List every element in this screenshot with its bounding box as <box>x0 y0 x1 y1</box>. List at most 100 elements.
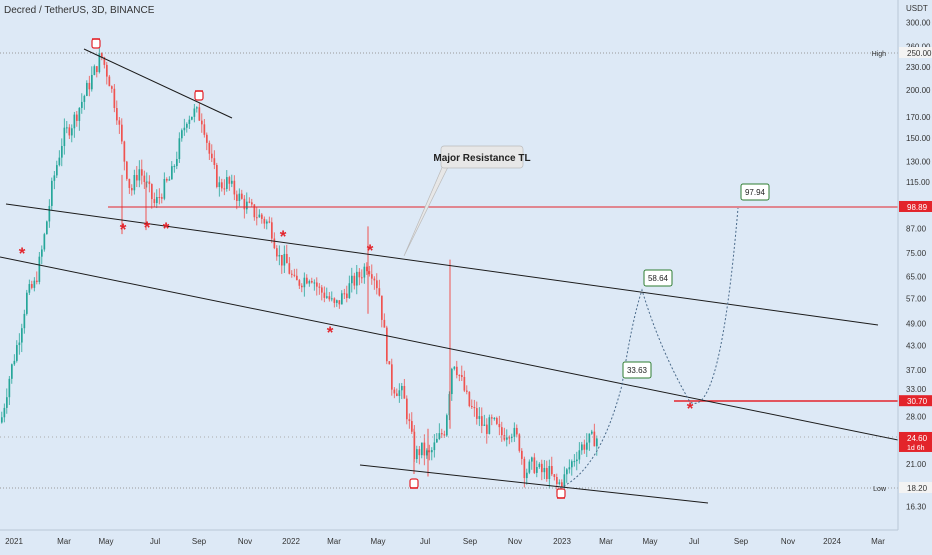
candle-body <box>68 127 71 136</box>
candle-body <box>471 406 473 408</box>
target-9794[interactable]: 97.94 <box>740 183 770 201</box>
candle-body <box>223 188 226 190</box>
candle-body <box>293 274 296 276</box>
candle-body <box>28 284 31 293</box>
candle-body <box>368 271 371 275</box>
candle-body <box>283 253 286 266</box>
candle-body <box>141 169 143 176</box>
candle-body <box>113 88 116 109</box>
candle-body <box>593 431 596 447</box>
target-3363[interactable]: 33.63 <box>622 361 652 379</box>
candle-body <box>58 157 61 166</box>
candle-body <box>23 313 26 329</box>
asterisk-marker: * <box>144 218 151 237</box>
candle-body <box>271 222 273 239</box>
candle-body <box>361 277 363 279</box>
candle-body <box>441 433 443 435</box>
candle-body <box>541 463 543 473</box>
candle-body <box>81 101 83 108</box>
time-tick: 2024 <box>823 537 841 546</box>
candle-body <box>11 364 13 379</box>
candle-body <box>66 127 68 129</box>
time-tick: Mar <box>871 537 885 546</box>
asterisk-marker: * <box>163 219 170 238</box>
candle-body <box>573 461 576 463</box>
candle-body <box>341 293 343 305</box>
price-tick: 170.00 <box>906 113 931 122</box>
time-tick: Nov <box>781 537 795 546</box>
candle-body <box>456 366 458 376</box>
candle-body <box>171 166 173 180</box>
candle-body <box>568 467 571 470</box>
price-tick: 230.00 <box>906 63 931 72</box>
candle-body <box>486 424 488 434</box>
candle-body <box>288 263 291 274</box>
candle-body <box>358 271 361 278</box>
price-tick: 57.00 <box>906 294 927 303</box>
candle-body <box>331 298 333 300</box>
price-badge <box>899 47 932 58</box>
candle-body <box>76 114 78 121</box>
candle-body <box>243 198 246 210</box>
price-tick: 150.00 <box>906 134 931 143</box>
candle-body <box>461 375 463 377</box>
candle-body <box>496 417 498 424</box>
candle-body <box>373 278 376 281</box>
candle-body <box>473 407 476 409</box>
candle-body <box>513 427 516 437</box>
price-badge-label: 18.20 <box>907 484 928 493</box>
low-label: Low <box>873 486 887 493</box>
price-badge-label: 250.00 <box>907 49 932 58</box>
candle-body <box>291 273 293 275</box>
bottom-support-line[interactable] <box>359 464 709 504</box>
candle-body <box>488 417 491 434</box>
candle-body <box>446 415 448 436</box>
target-label: 33.63 <box>627 366 648 375</box>
candle-body <box>281 254 283 266</box>
candle-body <box>391 364 393 390</box>
candle-body <box>276 248 278 257</box>
candle-body <box>516 427 518 435</box>
candle-body <box>36 280 38 282</box>
candle-body <box>188 119 191 124</box>
candle-body <box>41 249 43 257</box>
candle-body <box>548 466 551 480</box>
candle-body <box>348 283 351 299</box>
candle-body <box>526 472 528 479</box>
candle-body <box>393 389 396 394</box>
candle-body <box>191 116 193 120</box>
candle-body <box>588 433 591 443</box>
upper-downtrend-line[interactable] <box>83 48 233 119</box>
candle-body <box>178 138 181 160</box>
candle-body <box>181 130 183 139</box>
candle-body <box>336 300 338 303</box>
candle-body <box>518 434 521 451</box>
major-resistance-line[interactable] <box>5 203 879 326</box>
time-tick: May <box>642 537 657 546</box>
candle-body <box>63 127 66 147</box>
candle-body <box>73 114 76 129</box>
resistance-callout-box[interactable] <box>440 145 524 169</box>
candle-body <box>43 234 46 250</box>
candle-body <box>278 254 281 257</box>
candle-body <box>428 450 431 453</box>
price-tick: 65.00 <box>906 273 927 282</box>
time-tick: 2021 <box>5 537 23 546</box>
price-tick: 49.00 <box>906 320 927 329</box>
candle-body <box>93 66 96 75</box>
candle-body <box>128 178 131 188</box>
candle-body <box>421 442 423 456</box>
candle-body <box>553 474 556 478</box>
price-axis[interactable]: USDT 300.00 260.00250.00 230.00 200.00 170.00… <box>872 4 932 511</box>
candle-body <box>468 391 471 407</box>
time-axis[interactable]: 2021 Mar May Jul Sep Nov 2022 Mar May Jul Sep Nov 20… <box>5 537 885 546</box>
target-5864[interactable]: 58.64 <box>643 269 673 287</box>
candle-body <box>101 52 103 58</box>
candle-body <box>501 427 503 436</box>
candle-body <box>478 416 481 419</box>
candle-body <box>256 217 258 219</box>
channel-lower-line[interactable] <box>0 256 899 441</box>
candle-body <box>136 174 138 181</box>
